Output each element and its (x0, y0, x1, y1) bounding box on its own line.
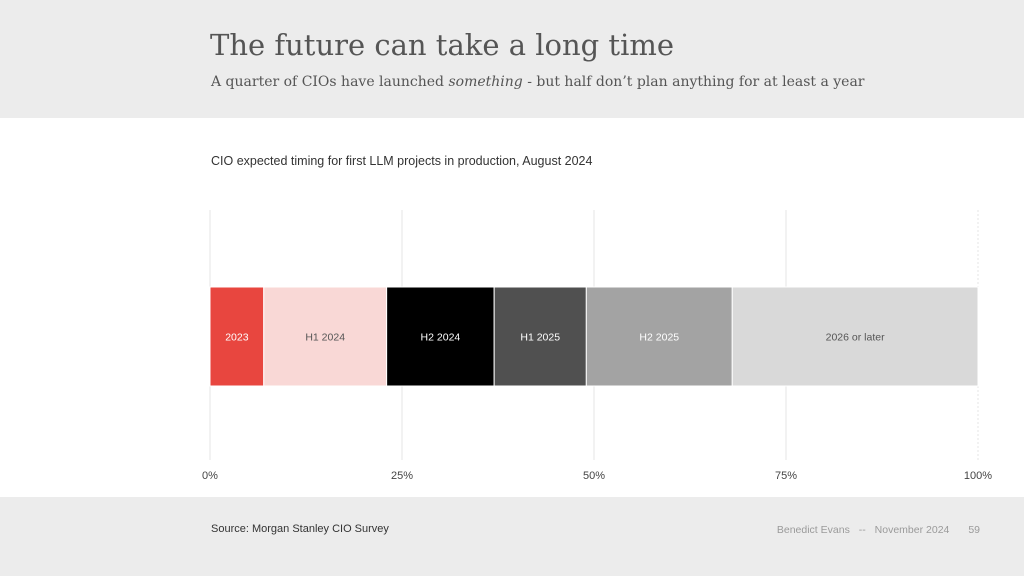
slide-subtitle: A quarter of CIOs have launched somethin… (211, 74, 865, 90)
subtitle-emphasis: something (448, 74, 523, 90)
subtitle-text-after: - but half don’t plan anything for at le… (522, 74, 865, 90)
segment-label: H1 2024 (305, 332, 345, 344)
x-tick-label: 50% (583, 470, 605, 482)
x-tick-label: 0% (202, 470, 218, 482)
footer-credit: Benedict Evans -- November 2024 59 (773, 524, 980, 536)
bar-segment (263, 286, 388, 387)
bar-segments: 2023 H1 2024 H2 2024 H1 2025 H2 2025 2026 or … (209, 286, 979, 387)
x-tick-label: 100% (964, 470, 992, 482)
bar-segment (386, 286, 495, 387)
segment-label: H1 2025 (520, 332, 560, 344)
header-band (0, 0, 1024, 118)
page-number: 59 (968, 524, 980, 536)
chart-title: CIO expected timing for first LLM projec… (211, 154, 593, 168)
segment-label: H2 2024 (421, 332, 461, 344)
footer-date: November 2024 (874, 524, 950, 536)
segment-label: 2023 (225, 332, 249, 344)
x-tick-label: 75% (775, 470, 797, 482)
slide-title: The future can take a long time (210, 28, 674, 62)
segment-label: H2 2025 (639, 332, 679, 344)
segment-label: 2026 or later (826, 332, 885, 344)
source-note: Source: Morgan Stanley CIO Survey (211, 523, 389, 535)
subtitle-text-before: A quarter of CIOs have launched (211, 74, 449, 90)
bar-segment (493, 286, 587, 387)
footer-separator: -- (858, 524, 866, 536)
bar-segment (585, 286, 733, 387)
author-name: Benedict Evans (776, 524, 850, 536)
footer-band (0, 497, 1024, 576)
x-tick-label: 25% (391, 470, 413, 482)
x-axis-ticks: 0% 25% 50% 75% 100% (202, 470, 992, 482)
bar-segment (731, 286, 979, 387)
bar-segment (209, 286, 265, 387)
